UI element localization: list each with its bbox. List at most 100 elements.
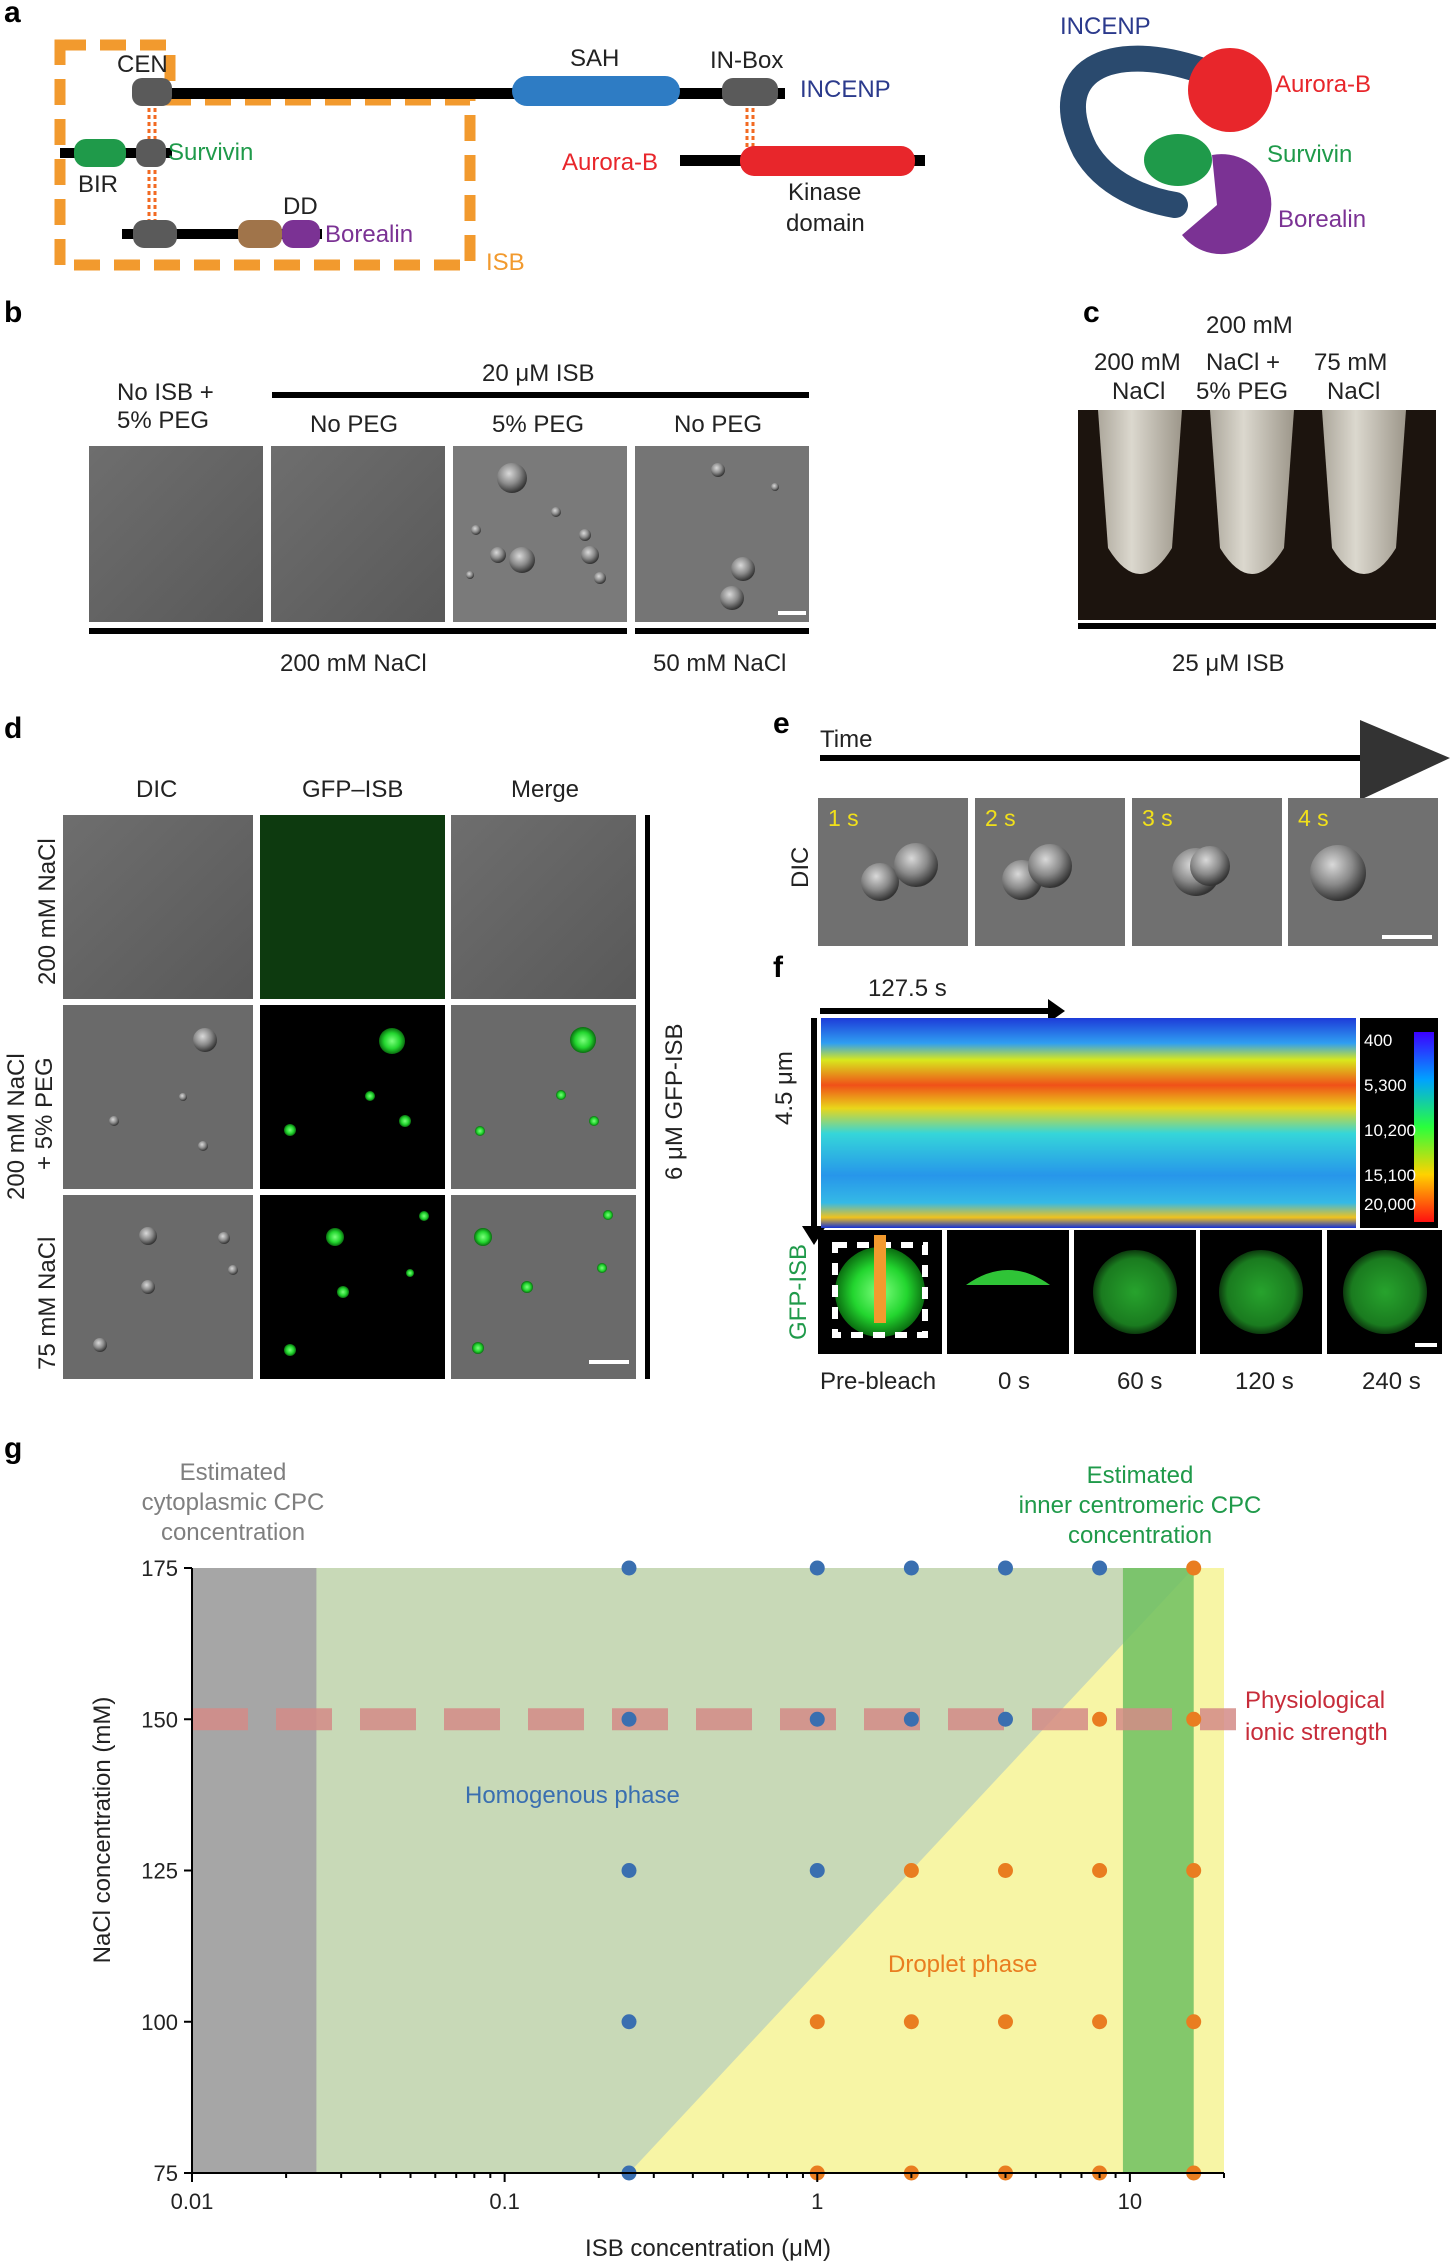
c-tube3-line2: NaCl (1327, 378, 1380, 405)
g-plot: 75 100 125 150 175 0.01 0.1 1 10 (141, 1556, 1236, 2214)
d-r3-droplets (93, 1210, 629, 1364)
f-gfp-label: GFP-ISB (785, 1244, 812, 1340)
b-image-1 (89, 446, 263, 622)
g-inner-2: inner centromeric CPC (1019, 1492, 1262, 1519)
e-frame-1-label: 1 s (828, 805, 859, 831)
survivin-cartoon-label: Survivin (1267, 141, 1352, 168)
g-ytick-label: 175 (141, 1556, 178, 1581)
b-image-3 (453, 446, 627, 622)
d-row3-label: 75 mM NaCl (34, 1237, 61, 1370)
f-time-arrow (820, 1008, 1050, 1014)
borealin-label: Borealin (325, 221, 413, 248)
d-col-dic: DIC (136, 776, 177, 803)
borealin-mid-domain (238, 220, 282, 248)
g-homog-label: Homogenous phase (465, 1782, 680, 1809)
c-tube2-line3: 5% PEG (1196, 378, 1288, 405)
g-point-homogenous-9 (621, 1863, 637, 1878)
c-tube-1 (1098, 410, 1182, 574)
b-droplets-4 (711, 463, 806, 615)
g-xtick-label: 10 (1118, 2189, 1142, 2214)
g-inner-centromeric-band (1122, 1568, 1194, 2173)
borealin-cartoon (1182, 154, 1272, 255)
d-col-gfp: GFP–ISB (302, 776, 403, 803)
incenp-label: INCENP (800, 76, 891, 103)
g-cyto-3: concentration (161, 1519, 305, 1546)
e-frame-2-label: 2 s (985, 805, 1016, 831)
f-time-label: 127.5 s (868, 975, 947, 1002)
c-tube1-line2: NaCl (1112, 378, 1165, 405)
d-scale-bar (589, 1360, 629, 1364)
b-nacl50-label: 50 mM NaCl (653, 650, 786, 677)
c-tube-3 (1322, 410, 1406, 574)
b-cond1-line1: No ISB + (117, 379, 214, 406)
g-phys-1: Physiological (1245, 1687, 1385, 1714)
f-label-120: 120 s (1235, 1368, 1294, 1395)
panel-d: d DIC GFP–ISB Merge (3, 712, 688, 1379)
e-scale-bar (1382, 935, 1432, 939)
kinase-domain (740, 146, 915, 176)
g-cyto-1: Estimated (180, 1459, 287, 1486)
f-label-240: 240 s (1362, 1368, 1421, 1395)
panel-g: g Estimated cytoplasmic CPC concentratio… (4, 1432, 1388, 2262)
g-point-droplet-1 (1092, 1711, 1108, 1727)
e-arrow-head (1360, 720, 1450, 800)
g-point-droplet-8 (903, 2014, 919, 2030)
d-r3-dic (63, 1195, 253, 1379)
panel-f: f 127.5 s 4.5 μm 400 5,300 10,200 15,100… (771, 951, 1442, 1395)
f-time-arrowhead (1048, 999, 1065, 1023)
f-label-pre: Pre-bleach (820, 1368, 936, 1395)
g-point-homogenous-2 (903, 1560, 919, 1576)
g-ytick-label: 100 (141, 2010, 178, 2035)
aurora-cartoon (1188, 48, 1272, 132)
cen-label: CEN (117, 51, 168, 78)
g-point-homogenous-11 (621, 2014, 637, 2030)
kinase-label-1: Kinase (788, 179, 861, 206)
f-scale-bar (1415, 1343, 1437, 1347)
g-point-droplet-2 (1186, 1711, 1202, 1727)
sah-domain (512, 76, 680, 106)
panel-label-b: b (4, 296, 22, 329)
dd-label: DD (283, 193, 318, 220)
isb-label: ISB (486, 249, 525, 276)
g-xlabel: ISB concentration (μM) (585, 2235, 831, 2262)
g-point-homogenous-8 (997, 1711, 1013, 1727)
g-point-droplet-11 (1186, 2014, 1202, 2030)
d-row1-label: 200 mM NaCl (34, 838, 61, 985)
g-point-droplet-4 (997, 1863, 1013, 1878)
g-point-droplet-9 (997, 2014, 1013, 2030)
g-point-homogenous-5 (621, 1711, 637, 1727)
d-r2-gfp (260, 1005, 445, 1189)
g-cytoplasmic-band (192, 1568, 317, 2173)
f-cb-4: 20,000 (1364, 1195, 1416, 1214)
b-col2: No PEG (310, 411, 398, 438)
g-inner-1: Estimated (1087, 1462, 1194, 1489)
c-tube2-line2: NaCl + (1206, 349, 1280, 376)
b-droplets-3 (466, 463, 606, 584)
g-inner-3: concentration (1068, 1522, 1212, 1549)
e-dic-label: DIC (787, 847, 814, 888)
b-image-2 (271, 446, 445, 622)
c-tube3-line1: 75 mM (1314, 349, 1387, 376)
g-point-droplet-0 (1186, 1560, 1202, 1576)
borealin-cartoon-label: Borealin (1278, 206, 1366, 233)
panel-label-a: a (4, 0, 21, 29)
survivin-label: Survivin (168, 139, 253, 166)
f-cb-3: 15,100 (1364, 1166, 1416, 1185)
c-tube2-line1: 200 mM (1206, 312, 1293, 339)
panel-a: a ISB CEN SAH IN-Box INCENP Survivin BIR… (4, 0, 1371, 276)
g-point-homogenous-4 (1092, 1560, 1108, 1576)
d-r2-dic (63, 1005, 253, 1189)
d-side-label: 6 μM GFP-ISB (661, 1023, 688, 1180)
e-time-label: Time (820, 726, 872, 753)
f-dist-label: 4.5 μm (771, 1051, 798, 1125)
panel-c: c 200 mM NaCl 200 mM NaCl + 5% PEG 75 mM… (1078, 296, 1436, 677)
f-frame-0 (947, 1230, 1069, 1354)
g-xtick-label: 0.1 (489, 2189, 520, 2214)
g-point-homogenous-0 (621, 1560, 637, 1576)
inbox-domain (722, 78, 778, 106)
b-col4: No PEG (674, 411, 762, 438)
f-cb-0: 400 (1364, 1031, 1392, 1050)
g-ytick-label: 75 (154, 2161, 178, 2186)
d-row2-label-2: + 5% PEG (31, 1057, 58, 1170)
